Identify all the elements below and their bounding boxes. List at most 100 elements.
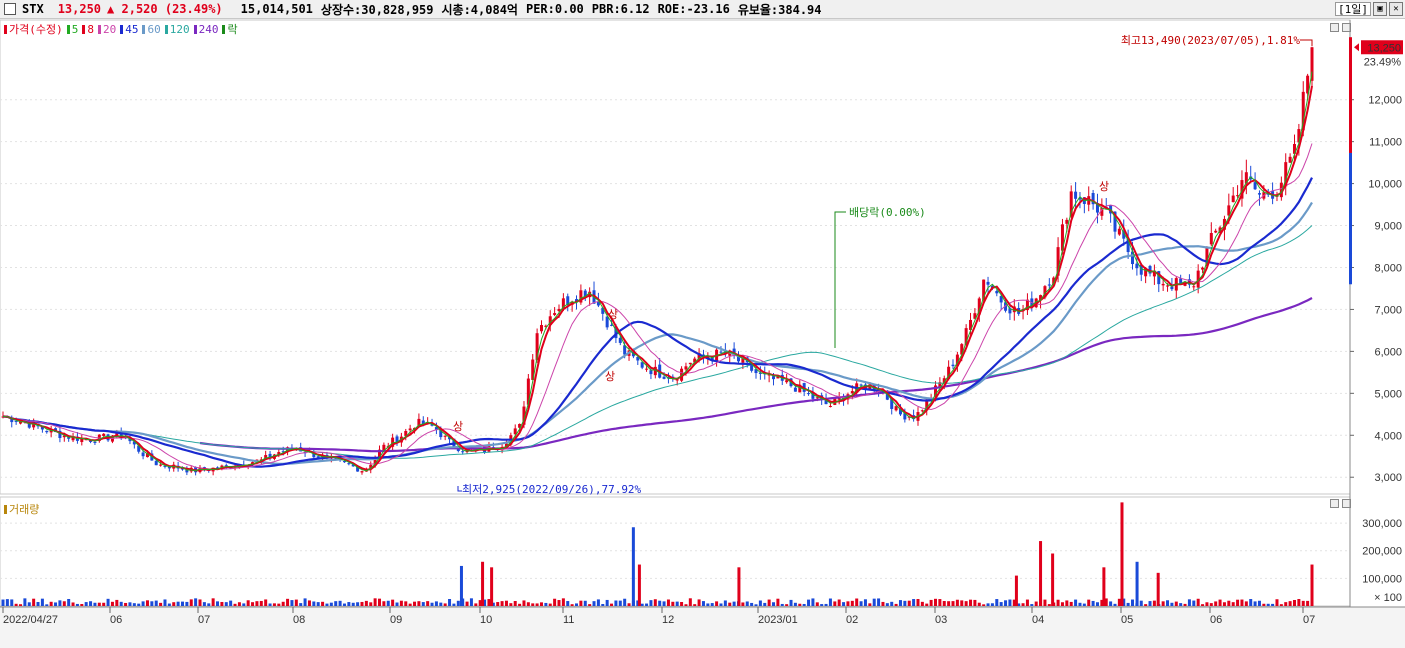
candle <box>45 430 49 434</box>
candle-body <box>268 453 272 458</box>
volume-bar <box>242 603 246 606</box>
volume-bar <box>583 600 587 606</box>
candle-body <box>1240 180 1244 199</box>
volume-bar <box>321 601 325 606</box>
volume-spike-bar <box>1120 502 1124 606</box>
volume-bar <box>124 602 128 606</box>
volume-bar <box>990 603 994 606</box>
volume-bar <box>36 602 40 606</box>
volume-bar <box>286 598 290 606</box>
legend-item-0[interactable]: 가격(수정) <box>4 21 63 37</box>
pbr-value: PBR:6.12 <box>591 2 650 16</box>
volume-bar <box>1004 600 1008 606</box>
candle-body <box>649 370 653 375</box>
candle <box>1095 193 1099 224</box>
volume-bar <box>758 600 762 606</box>
volume-bar <box>570 604 574 606</box>
volume-bar <box>378 598 382 606</box>
volume-spike-bar <box>1102 567 1106 606</box>
volume-bar <box>548 603 552 606</box>
volume-bar <box>640 603 644 606</box>
volume-bar <box>754 604 758 606</box>
candle-body <box>185 469 189 473</box>
volume-bar <box>859 601 863 606</box>
close-icon[interactable]: ✕ <box>1389 2 1403 16</box>
volume-bar <box>272 603 276 606</box>
price-tick-label: 6,000 <box>1374 346 1402 358</box>
volume-bar <box>912 599 916 606</box>
volume-bar <box>793 602 797 606</box>
candle-body <box>903 413 907 420</box>
candle <box>391 433 395 451</box>
volume-bar <box>807 599 811 606</box>
candle-body <box>955 354 959 366</box>
candle-body <box>421 420 425 425</box>
time-tick-label: 03 <box>935 614 947 626</box>
legend-item-7[interactable]: 240 <box>193 21 218 37</box>
period-selector[interactable]: [1일] <box>1335 2 1371 16</box>
candle <box>999 294 1003 311</box>
volume-bar <box>45 604 49 606</box>
ma5-line <box>2 71 1313 472</box>
volume-bar <box>299 603 303 606</box>
candle-body <box>522 406 526 425</box>
legend-label: 45 <box>125 22 139 36</box>
candle-body <box>1192 286 1196 288</box>
ticker-name[interactable]: STX <box>22 2 44 16</box>
volume-bar <box>163 599 167 606</box>
legend-item-2[interactable]: 8 <box>82 21 94 37</box>
volume-bar <box>1126 602 1130 606</box>
maximize-icon[interactable]: ▣ <box>1373 2 1387 16</box>
candle <box>1139 263 1143 282</box>
volume-bar <box>1095 602 1099 606</box>
volume-bar <box>828 598 832 606</box>
volume-bar <box>955 599 959 606</box>
volume-bar <box>596 599 600 606</box>
candle-body <box>1201 267 1205 270</box>
legend-item-3[interactable]: 20 <box>97 21 116 37</box>
candle <box>1078 192 1082 209</box>
candle <box>40 426 44 433</box>
volume-bar <box>969 599 973 606</box>
volume-bar <box>1060 602 1064 606</box>
window-controls: [1일] ▣ ✕ <box>1335 2 1403 16</box>
volume-bar <box>128 602 132 606</box>
candle-body <box>964 328 968 346</box>
volume-bar <box>172 602 176 606</box>
volume-bar <box>290 600 294 606</box>
price-tick-label: 5,000 <box>1374 388 1402 400</box>
ma60-line <box>2 201 1313 466</box>
volume-bar <box>772 602 776 606</box>
stock-search-box[interactable] <box>4 3 16 15</box>
candle <box>167 466 171 472</box>
candle <box>1244 159 1248 195</box>
volume-bar <box>645 603 649 606</box>
legend-item-5[interactable]: 60 <box>142 21 161 37</box>
legend-item-8[interactable]: 락 <box>222 21 238 37</box>
volume-pane-minimize-icon[interactable] <box>1330 499 1339 508</box>
volume-bar <box>110 601 114 606</box>
candle-body <box>342 461 346 463</box>
volume-bar <box>973 599 977 606</box>
candle-body <box>618 337 622 343</box>
candle-body <box>868 384 872 390</box>
legend-swatch <box>82 24 86 34</box>
legend-item-1[interactable]: 5 <box>66 21 78 37</box>
candle <box>518 423 522 432</box>
price-pane-minimize-icon[interactable] <box>1330 23 1339 32</box>
candle-body <box>982 279 986 300</box>
volume-bar <box>929 599 933 606</box>
price-tick-label: 10,000 <box>1368 179 1402 191</box>
legend-item-4[interactable]: 45 <box>120 21 138 37</box>
candle <box>1236 185 1240 199</box>
volume-bar <box>1279 604 1283 606</box>
volume-bar <box>605 599 609 606</box>
volume-bar <box>1034 601 1038 606</box>
candle <box>920 409 924 413</box>
volume-bar <box>1209 603 1213 606</box>
legend-item-6[interactable]: 120 <box>164 21 190 37</box>
candle-body <box>977 298 981 315</box>
time-tick-label: 2023/01 <box>758 614 798 626</box>
candle-body <box>815 397 819 399</box>
